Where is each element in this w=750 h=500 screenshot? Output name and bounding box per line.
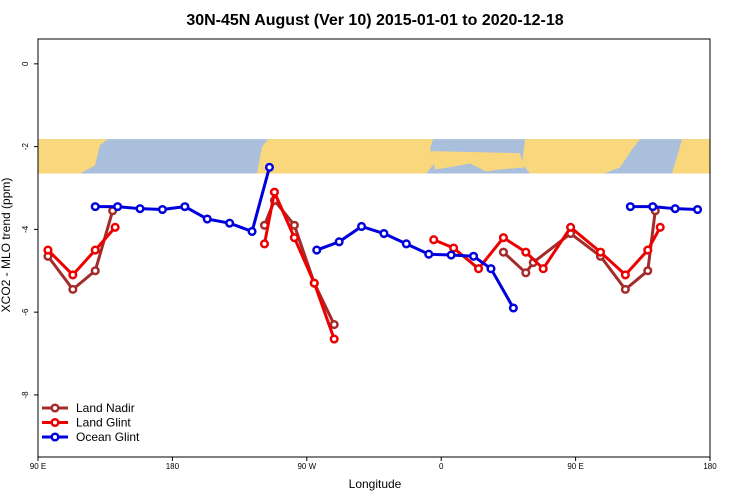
ocean-glint-point [357,221,367,232]
legend-item-land-glint: Land Glint [42,416,131,430]
land-glint-line [263,190,336,340]
land-glint-point [43,245,53,255]
y-tick-label: 0 [21,61,30,66]
series-land-glint [43,187,665,344]
land-glint-line [46,226,117,277]
ocean-glint-point [180,202,190,212]
map-land [672,139,710,174]
ocean-glint-point [379,228,389,239]
ocean-glint-point [157,204,167,215]
land-glint-point [595,247,606,257]
ocean-glint-point [625,202,635,212]
land-glint-point [566,222,576,232]
land-glint-point [449,243,459,253]
land-glint-point [309,278,319,288]
ocean-glint-line [95,166,271,233]
land-nadir-point [289,220,299,230]
ocean-glint-point [202,214,212,224]
y-axis-label: XCO2 - MLO trend (ppm) [0,178,13,313]
map-land [522,139,640,174]
ocean-glint-point [648,202,658,212]
x-axis-ticks: 90 E 180 90 W 0 90 E 180 [30,457,717,471]
ocean-glint-point [670,204,680,214]
ocean-glint-point [90,202,100,212]
land-glint-point [90,245,100,255]
ocean-glint-line [630,205,698,212]
legend-label: Land Glint [76,416,131,430]
land-glint-point [521,247,531,257]
series-land-nadir [43,195,660,330]
ocean-glint-point [312,245,322,255]
ocean-glint-point [135,204,145,214]
map-land [432,151,524,172]
ocean-glint-point [225,218,235,228]
land-glint-point [498,233,508,243]
series-ocean-glint [90,162,703,313]
land-glint-point [110,222,120,232]
land-glint-point [538,264,548,274]
ocean-glint-point [113,202,123,212]
y-tick-label: -8 [21,391,30,399]
land-nadir-point [90,266,100,276]
land-glint-point [68,270,78,280]
y-tick-label: -6 [21,308,30,316]
land-glint-point [429,235,439,245]
y-tick-label: -2 [21,143,30,151]
x-tick-label: 90 E [30,462,46,471]
ocean-glint-point [486,264,496,274]
land-nadir-point [329,320,339,330]
chart-title: 30N-45N August (Ver 10) 2015-01-01 to 20… [186,12,563,29]
x-tick-label: 0 [439,462,444,471]
legend-item-ocean-glint: Ocean Glint [42,430,140,444]
legend-swatch-marker [50,432,60,442]
ocean-glint-point [693,204,703,215]
ocean-glint-point [334,237,344,247]
land-glint-point [259,239,270,249]
legend-swatch-marker [50,403,60,413]
land-glint-point [329,334,339,344]
x-tick-label: 90 W [297,462,316,471]
x-tick-label: 180 [166,462,180,471]
plot-frame [37,38,711,458]
ocean-glint-point [401,239,411,249]
x-tick-label: 90 E [567,462,583,471]
x-tick-label: 180 [703,462,717,471]
ocean-glint-point [446,250,456,260]
ocean-glint-line [316,224,515,309]
land-nadir-line [46,210,115,291]
x-axis-label: Longitude [349,477,402,491]
land-nadir-point [643,266,653,276]
ocean-glint-point [424,249,434,259]
land-nadir-point [521,268,531,278]
land-glint-point [269,187,279,197]
ocean-glint-point [469,251,479,261]
land-glint-point [643,245,653,255]
ocean-glint-point [264,162,275,172]
land-glint-point [655,222,665,232]
legend-label: Ocean Glint [76,430,140,444]
ocean-glint-point [508,303,518,313]
legend-label: Land Nadir [76,401,135,415]
map-land [257,139,436,174]
map-land [38,139,108,174]
land-nadir-point [620,284,630,294]
ocean-glint-point [247,226,257,236]
legend-item-land-nadir: Land Nadir [42,401,135,415]
legend-swatch-marker [50,417,60,428]
land-glint-point [289,233,299,243]
series-layer [43,162,703,344]
y-tick-label: -4 [21,225,30,233]
land-nadir-point [68,284,78,294]
y-axis-ticks: 0 -2 -4 -6 -8 [21,61,38,398]
world-map-band [38,139,710,174]
land-nadir-point [498,247,508,257]
land-glint-point [473,264,484,274]
land-glint-point [620,270,630,280]
